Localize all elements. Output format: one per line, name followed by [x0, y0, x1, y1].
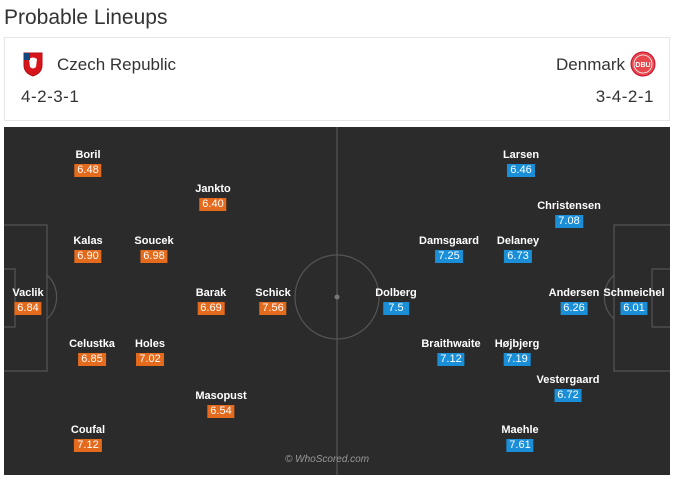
player-rating: 6.85 — [78, 353, 106, 366]
teams-header: Czech Republic 4-2-3-1 Denmark DBU 3-4-2… — [4, 37, 670, 121]
player-name: Højbjerg — [494, 338, 540, 350]
dbu-crest-icon: DBU — [630, 51, 656, 77]
player-name: Celustka — [69, 338, 115, 350]
away-team-name[interactable]: Denmark — [556, 55, 625, 74]
player-kalas[interactable]: Kalas 6.90 — [73, 234, 103, 263]
away-formation: 3-4-2-1 — [595, 87, 654, 106]
player-hojbjerg[interactable]: Højbjerg 7.19 — [494, 337, 540, 366]
player-delaney[interactable]: Delaney 6.73 — [497, 234, 539, 263]
page-title: Probable Lineups — [4, 6, 168, 29]
player-coufal[interactable]: Coufal 7.12 — [71, 423, 105, 452]
player-celustka[interactable]: Celustka 6.85 — [69, 337, 115, 366]
home-team-name[interactable]: Czech Republic — [57, 55, 177, 74]
player-rating: 6.48 — [74, 164, 102, 177]
player-braithwaite[interactable]: Braithwaite 7.12 — [421, 337, 481, 366]
player-name: Andersen — [548, 287, 600, 299]
player-rating: 7.25 — [435, 250, 463, 263]
player-name: Larsen — [502, 149, 540, 161]
player-vaclik[interactable]: Vaclik 6.84 — [12, 286, 44, 315]
player-rating: 6.72 — [554, 389, 582, 402]
player-name: Kalas — [73, 235, 103, 247]
player-schmeichel[interactable]: Schmeichel 6.01 — [603, 286, 665, 315]
player-rating: 7.12 — [74, 439, 102, 452]
player-rating: 7.5 — [383, 302, 409, 315]
player-holes[interactable]: Holes 7.02 — [135, 337, 165, 366]
pitch-lines — [4, 127, 670, 475]
czech-crest-icon — [23, 52, 43, 77]
watermark: © WhoScored.com — [285, 454, 370, 465]
player-rating: 6.90 — [74, 250, 102, 263]
player-masopust[interactable]: Masopust 6.54 — [195, 389, 247, 418]
player-rating: 7.56 — [259, 302, 287, 315]
player-rating: 6.73 — [504, 250, 532, 263]
player-schick[interactable]: Schick 7.56 — [255, 286, 291, 315]
player-name: Dolberg — [375, 287, 417, 299]
player-name: Maehle — [501, 424, 539, 436]
player-name: Braithwaite — [421, 338, 481, 350]
home-formation: 4-2-3-1 — [21, 87, 80, 106]
player-name: Schick — [255, 287, 291, 299]
player-jankto[interactable]: Jankto 6.40 — [195, 182, 231, 211]
player-rating: 6.40 — [199, 198, 227, 211]
player-name: Soucek — [134, 235, 174, 247]
player-vestergaard[interactable]: Vestergaard 6.72 — [536, 373, 600, 402]
player-barak[interactable]: Barak 6.69 — [195, 286, 227, 315]
player-rating: 6.69 — [197, 302, 225, 315]
player-christensen[interactable]: Christensen 7.08 — [537, 199, 601, 228]
player-name: Masopust — [195, 390, 247, 402]
player-rating: 7.61 — [506, 439, 534, 452]
player-name: Jankto — [195, 183, 231, 195]
player-name: Coufal — [70, 424, 106, 436]
player-boril[interactable]: Boril 6.48 — [74, 148, 102, 177]
player-rating: 6.26 — [560, 302, 588, 315]
player-name: Delaney — [496, 235, 540, 247]
player-rating: 6.01 — [620, 302, 648, 315]
player-larsen[interactable]: Larsen 6.46 — [503, 148, 539, 177]
player-name: Damsgaard — [419, 235, 479, 247]
svg-text:DBU: DBU — [635, 62, 650, 69]
player-name: Vestergaard — [536, 374, 600, 386]
player-rating: 7.19 — [503, 353, 531, 366]
player-andersen[interactable]: Andersen 6.26 — [548, 286, 600, 315]
player-rating: 7.12 — [437, 353, 465, 366]
player-name: Boril — [75, 149, 101, 161]
player-dolberg[interactable]: Dolberg 7.5 — [375, 286, 417, 315]
player-rating: 7.02 — [136, 353, 164, 366]
player-soucek[interactable]: Soucek 6.98 — [134, 234, 174, 263]
player-name: Barak — [195, 287, 227, 299]
player-name: Schmeichel — [603, 287, 665, 299]
player-name: Vaclik — [12, 287, 44, 299]
player-maehle[interactable]: Maehle 7.61 — [501, 423, 539, 452]
player-name: Holes — [135, 338, 165, 350]
player-rating: 6.98 — [140, 250, 168, 263]
player-rating: 6.54 — [207, 405, 235, 418]
player-name: Christensen — [537, 200, 601, 212]
player-rating: 6.46 — [507, 164, 535, 177]
player-damsgaard[interactable]: Damsgaard 7.25 — [419, 234, 479, 263]
player-rating: 6.84 — [14, 302, 42, 315]
pitch: Boril 6.48 Jankto 6.40 Kalas 6.90 Soucek… — [4, 127, 670, 475]
player-rating: 7.08 — [555, 215, 583, 228]
